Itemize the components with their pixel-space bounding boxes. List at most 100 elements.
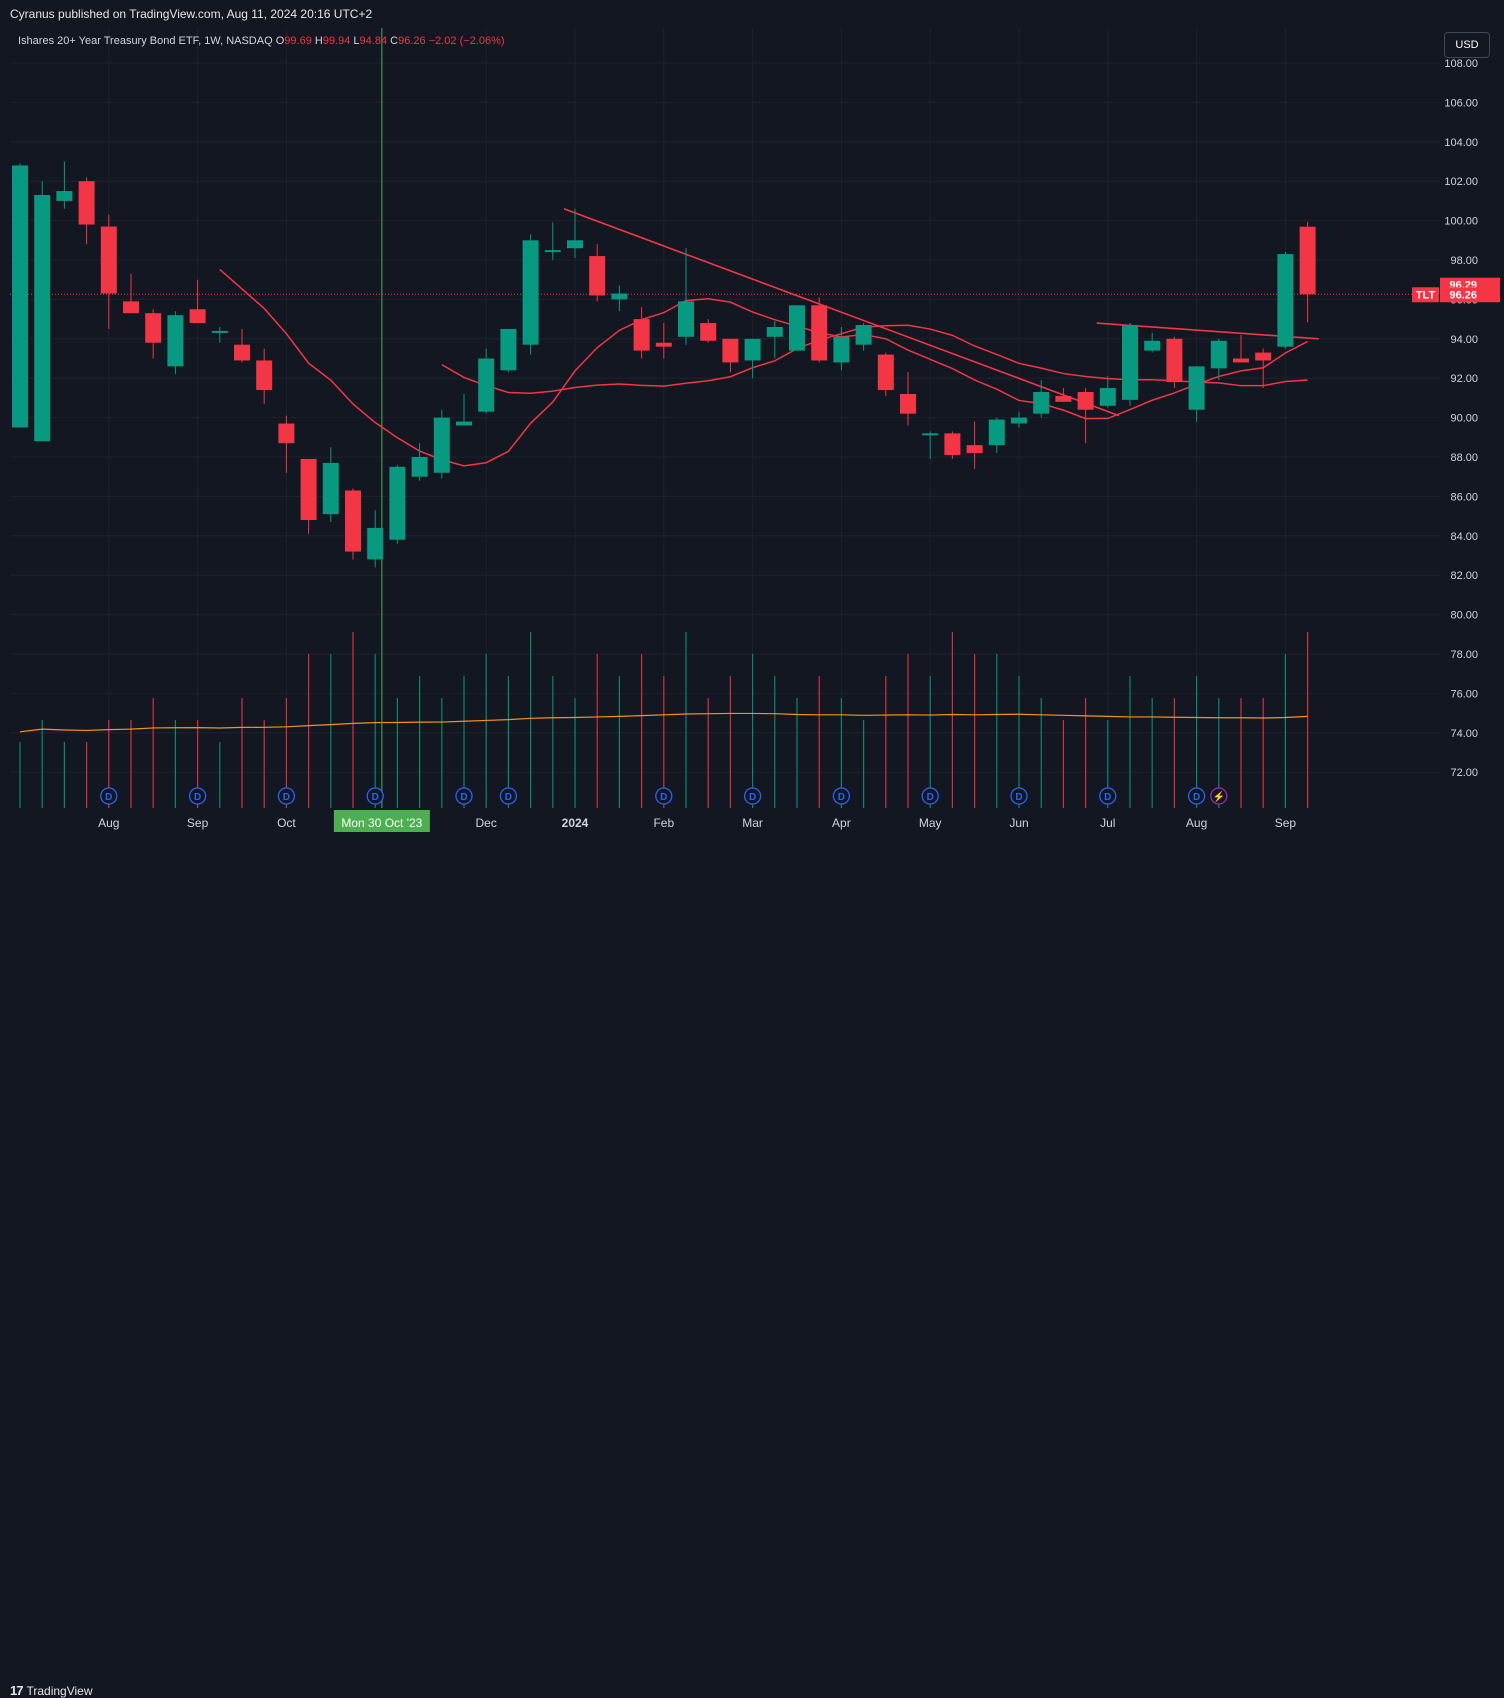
published-text: Cyranus published on TradingView.com, Au… xyxy=(10,7,373,21)
candle-body xyxy=(655,342,672,347)
candle-body xyxy=(833,336,850,363)
time-axis-tick-label: Sep xyxy=(187,816,209,830)
price-axis-tick-label: 72.00 xyxy=(1450,767,1478,779)
candle-body xyxy=(633,319,650,351)
price-axis-tick-label: 92.00 xyxy=(1450,373,1478,385)
candle-body xyxy=(1188,366,1205,410)
price-axis-tick-label: 106.00 xyxy=(1444,97,1478,109)
candle-body xyxy=(789,305,805,351)
candle-body xyxy=(544,250,561,253)
candle-body xyxy=(1210,340,1227,369)
time-axis-tick-label: Sep xyxy=(1275,816,1297,830)
candle-body xyxy=(966,445,983,454)
dividend-event-label: D xyxy=(283,792,290,803)
price-axis-tick-label: 84.00 xyxy=(1450,531,1478,543)
footer: 17 TradingView xyxy=(0,836,1504,1698)
price-axis-tick-label: 98.00 xyxy=(1450,255,1478,267)
dividend-event-label: D xyxy=(1104,792,1111,803)
price-axis-tick-label: 104.00 xyxy=(1444,137,1478,149)
moving-average-fast-line xyxy=(219,268,1308,467)
candle-body xyxy=(611,293,628,300)
price-axis-tick-label: 88.00 xyxy=(1450,452,1478,464)
legend-high-value: 99.94 xyxy=(322,35,351,47)
candle-body xyxy=(78,181,95,225)
price-axis-tick-label: 102.00 xyxy=(1444,176,1478,188)
candle-body xyxy=(211,330,228,333)
volume-moving-average-line xyxy=(19,712,1308,733)
time-axis-tick-label: 2024 xyxy=(562,816,589,830)
candle-body xyxy=(811,305,828,361)
time-axis-tick-label: May xyxy=(919,816,942,830)
candle-body xyxy=(766,326,783,337)
candle-body xyxy=(500,328,517,371)
price-axis-tick-label: 108.00 xyxy=(1444,58,1478,70)
price-axis-tick-label: 80.00 xyxy=(1450,610,1478,622)
candle-body xyxy=(12,165,28,428)
candle-body xyxy=(56,191,73,201)
price-axis-tick-label: 94.00 xyxy=(1450,334,1478,346)
price-axis-background xyxy=(1440,28,1504,808)
legend-close-value: 96.26 xyxy=(398,35,426,47)
time-axis-tick-label: Apr xyxy=(832,816,851,830)
dividend-event-label: D xyxy=(194,792,201,803)
chart-svg[interactable]: D D D D D D D D D D D D D ⚡ 108.00 106.00 104.00 102.00 10… xyxy=(10,28,1504,836)
candle-body xyxy=(300,458,317,521)
time-axis-tick-label: Dec xyxy=(476,816,497,830)
legend-low-value: 94.84 xyxy=(359,35,388,47)
currency-button[interactable]: USD xyxy=(1444,32,1490,58)
time-axis-background xyxy=(10,808,1504,836)
dividend-event-badge xyxy=(455,787,473,805)
candle-body xyxy=(367,527,384,560)
legend-change-value: −2.02 (−2.06%) xyxy=(428,35,505,47)
candle-body xyxy=(34,194,51,442)
candle-body xyxy=(1011,417,1027,424)
candle-body xyxy=(1144,340,1161,351)
candle-body xyxy=(278,423,295,444)
dividend-event-badge xyxy=(743,787,762,805)
candle-body xyxy=(1122,325,1138,400)
candle-body xyxy=(456,421,472,426)
time-axis-tick-label: Mar xyxy=(742,816,763,830)
candle-body xyxy=(145,313,162,343)
price-tag-last xyxy=(1440,287,1500,303)
dividend-event-badge xyxy=(832,787,851,805)
tradingview-logo[interactable]: 17 TradingView xyxy=(10,1683,93,1698)
candle-body xyxy=(167,315,184,367)
candle-body xyxy=(877,354,894,391)
dividend-event-badge xyxy=(366,787,384,805)
tradingview-logo-icon: 17 xyxy=(10,1683,24,1698)
candle-body xyxy=(1099,388,1116,406)
price-axis-tick-label: 90.00 xyxy=(1450,413,1478,425)
moving-average-slow-line xyxy=(441,324,1308,395)
tradingview-logo-text: TradingView xyxy=(26,1683,93,1698)
crosshair-time-label: Mon 30 Oct '23 xyxy=(341,816,422,830)
candle-body xyxy=(1055,395,1072,402)
legend-open-value: 99.69 xyxy=(284,35,312,47)
candle-body xyxy=(589,256,606,296)
price-axis-tick-label: 86.00 xyxy=(1450,491,1478,503)
chart-area[interactable]: D D D D D D D D D D D D D ⚡ 108.00 106.00 104.00 102.00 10… xyxy=(10,28,1504,836)
dividend-event-label: D xyxy=(1015,792,1022,803)
time-axis-tick-label: Aug xyxy=(1186,816,1207,830)
candle-body xyxy=(1277,254,1294,347)
dividend-event-label: D xyxy=(372,792,379,803)
candle-body xyxy=(123,301,139,314)
candle-body xyxy=(389,466,406,540)
dividend-event-badge xyxy=(1210,787,1228,805)
legend-low-label: L xyxy=(353,35,360,47)
candle-body xyxy=(1255,352,1272,361)
dividend-event-badge xyxy=(100,787,118,805)
dividend-event-label: D xyxy=(460,792,467,803)
legend-high-label: H xyxy=(314,35,323,47)
time-axis-tick-label: Oct xyxy=(277,816,296,830)
dividend-event-label: D xyxy=(838,792,845,803)
time-axis-tick-label: Jun xyxy=(1009,816,1028,830)
legend-close-label: C xyxy=(390,35,399,47)
time-axis-tick-label: Feb xyxy=(653,816,674,830)
candle-body xyxy=(700,323,717,341)
candle-body xyxy=(922,433,939,436)
candle-body xyxy=(322,462,339,515)
candle-body xyxy=(1033,391,1050,414)
candle-body xyxy=(256,360,273,391)
candle-body xyxy=(100,226,117,294)
